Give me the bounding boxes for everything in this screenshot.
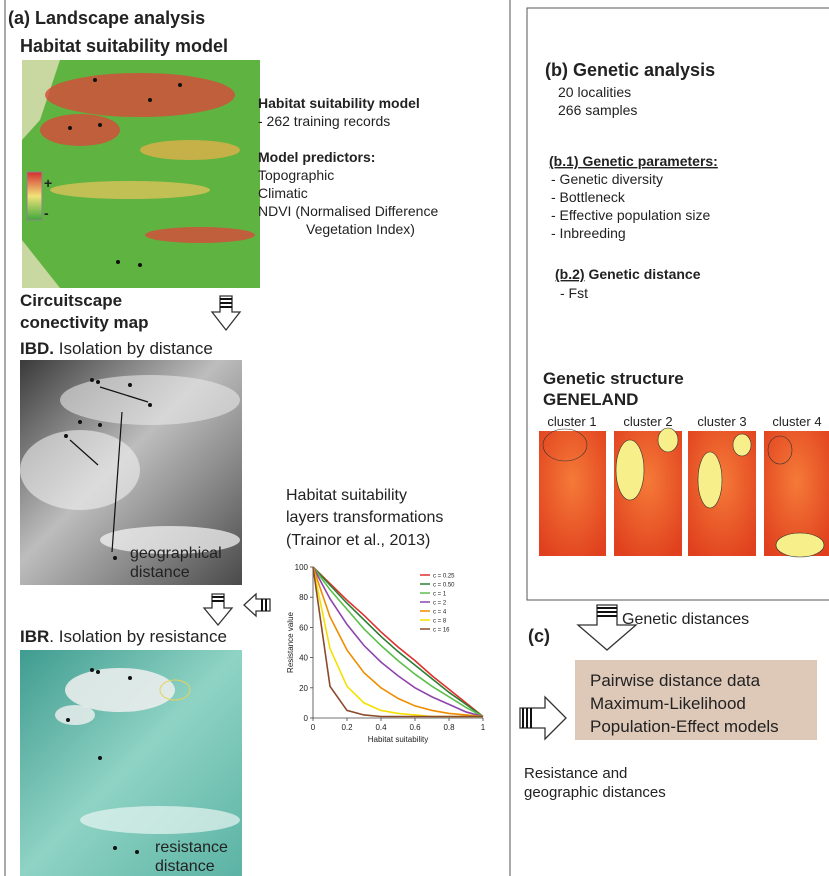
model-line: Pairwise distance data [590, 671, 761, 690]
legend-label: c = 1 [433, 592, 447, 598]
resistance-text: geographic distances [524, 784, 666, 801]
y-tick-label: 40 [299, 654, 308, 663]
predictor: Topographic [258, 167, 334, 183]
cluster-label: cluster 2 [623, 414, 672, 429]
x-tick-label: 0.2 [341, 723, 353, 732]
cluster-maps [539, 428, 829, 557]
geo-label: distance [130, 564, 190, 581]
series-line [313, 567, 483, 716]
info: 266 samples [558, 102, 637, 118]
x-tick-label: 0.4 [375, 723, 387, 732]
x-tick-label: 0 [311, 723, 316, 732]
b1-heading: (b.1) Genetic parameters: [549, 153, 718, 169]
transform-chart: 0 20 40 60 80 100 0 0.2 0.4 0.6 0.8 1 Habitat suitab… [286, 563, 486, 744]
circuitscape-title: Circuitscape [20, 291, 122, 310]
x-axis-label: Habitat suitability [368, 735, 428, 744]
panel-c-label: (c) [528, 626, 550, 646]
hsm-records: - 262 training records [258, 113, 390, 129]
y-tick-label: 80 [299, 593, 308, 602]
legend-label: c = 8 [433, 619, 447, 625]
legend-plus: + [44, 175, 52, 191]
legend-minus: - [44, 205, 49, 221]
ibd-title: IBD. Isolation by distance [20, 339, 213, 358]
transform-title: (Trainor et al., 2013) [286, 532, 430, 549]
structure-title: GENELAND [543, 390, 638, 409]
predictors-heading: Model predictors: [258, 149, 375, 165]
b2-heading: (b.2) Genetic distance [555, 266, 701, 282]
legend-label: c = 16 [433, 628, 450, 634]
predictor: Climatic [258, 185, 308, 201]
y-tick-label: 0 [304, 714, 309, 723]
resistance-text: Resistance and [524, 765, 627, 782]
model-line: Population-Effect models [590, 717, 779, 736]
figure: (a) Landscape analysis Habitat suitabili… [0, 0, 829, 876]
arrow-down [212, 296, 240, 330]
arrow-left [244, 594, 270, 616]
panel-a-subtitle: Habitat suitability model [20, 36, 228, 56]
legend-label: c = 0.25 [433, 574, 455, 580]
predictor: NDVI (Normalised Difference [258, 203, 438, 219]
x-tick-label: 0.8 [443, 723, 455, 732]
x-tick-label: 1 [481, 723, 486, 732]
x-tick-label: 0.6 [409, 723, 421, 732]
cluster-label: cluster 3 [697, 414, 746, 429]
transform-title: layers transformations [286, 509, 443, 526]
y-tick-label: 60 [299, 623, 308, 632]
info: 20 localities [558, 84, 631, 100]
y-tick-label: 100 [295, 563, 309, 572]
habitat-map [22, 60, 260, 288]
y-tick-label: 20 [299, 684, 308, 693]
geo-label: geographical [130, 545, 222, 562]
res-label: distance [155, 858, 215, 875]
b1-item: - Effective population size [551, 207, 710, 223]
panel-a-heading: (a) Landscape analysis [8, 8, 205, 28]
arrow-right [520, 697, 566, 739]
model-line: Maximum-Likelihood [590, 694, 746, 713]
b1-item: - Inbreeding [551, 225, 626, 241]
legend-label: c = 4 [433, 610, 447, 616]
b1-item: - Bottleneck [551, 189, 626, 205]
cluster-label: cluster 1 [547, 414, 596, 429]
series-line [313, 567, 483, 716]
hsm-heading: Habitat suitability model [258, 95, 420, 111]
structure-title: Genetic structure [543, 369, 684, 388]
series-line [313, 567, 483, 716]
b2-item: - Fst [560, 285, 588, 301]
b1-item: - Genetic diversity [551, 171, 663, 187]
y-axis-label: Resistance value [286, 611, 295, 672]
genetic-distances: Genetic distances [622, 611, 749, 628]
series-line [313, 567, 483, 716]
predictor: Vegetation Index) [306, 221, 415, 237]
cluster-label: cluster 4 [772, 414, 821, 429]
ibr-title: IBR. Isolation by resistance [20, 627, 227, 646]
res-label: resistance [155, 839, 228, 856]
series-line [313, 567, 483, 716]
arrow-down [204, 594, 232, 625]
panel-b-heading: (b) Genetic analysis [545, 60, 715, 80]
transform-title: Habitat suitability [286, 487, 407, 504]
series-line [313, 567, 483, 716]
legend-label: c = 0.50 [433, 583, 455, 589]
legend-label: c = 2 [433, 601, 447, 607]
circuitscape-title: conectivity map [20, 313, 149, 332]
series-line [313, 567, 483, 716]
